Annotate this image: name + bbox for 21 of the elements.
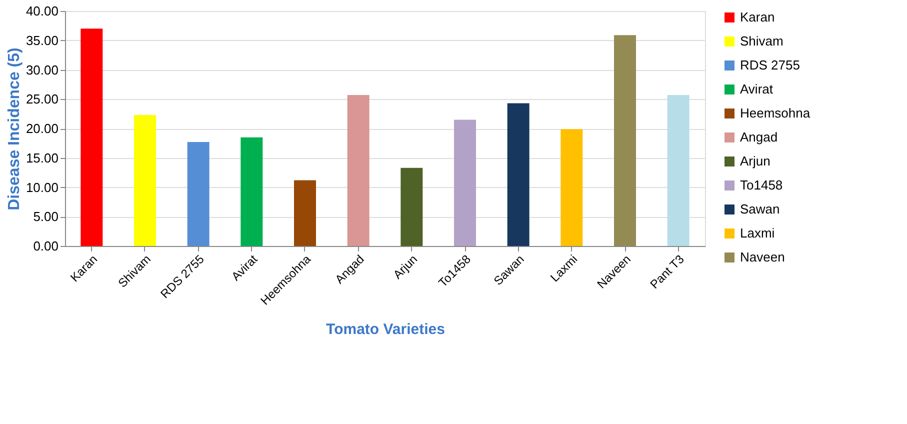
y-tick-label: 40.00 (26, 4, 58, 18)
y-tick-label: 30.00 (26, 62, 58, 78)
y-tick-label: 0.00 (33, 238, 58, 254)
legend-label: Shivam (740, 34, 784, 48)
legend-label: To1458 (740, 178, 783, 192)
legend-label: Karan (740, 10, 775, 24)
y-tick-label: 25.00 (26, 92, 58, 107)
legend-label: Arjun (740, 154, 770, 168)
y-tick-label: 35.00 (26, 32, 58, 48)
y-tick-label: 5.00 (33, 209, 58, 224)
legend-label: Sawan (740, 202, 780, 216)
x-axis-title: Tomato Varieties (326, 321, 445, 338)
legend-label: Laxmi (740, 226, 775, 240)
legend-label: Angad (740, 130, 778, 144)
y-tick-label: 10.00 (26, 180, 58, 195)
y-tick-label: 15.00 (26, 150, 58, 166)
legend-label: RDS 2755 (740, 58, 800, 72)
y-axis-title: Disease Incidence (5) (6, 48, 23, 210)
y-tick-label: 20.00 (26, 121, 58, 136)
legend-label: Avirat (740, 82, 774, 96)
legend-label: Heemsohna (740, 106, 811, 120)
